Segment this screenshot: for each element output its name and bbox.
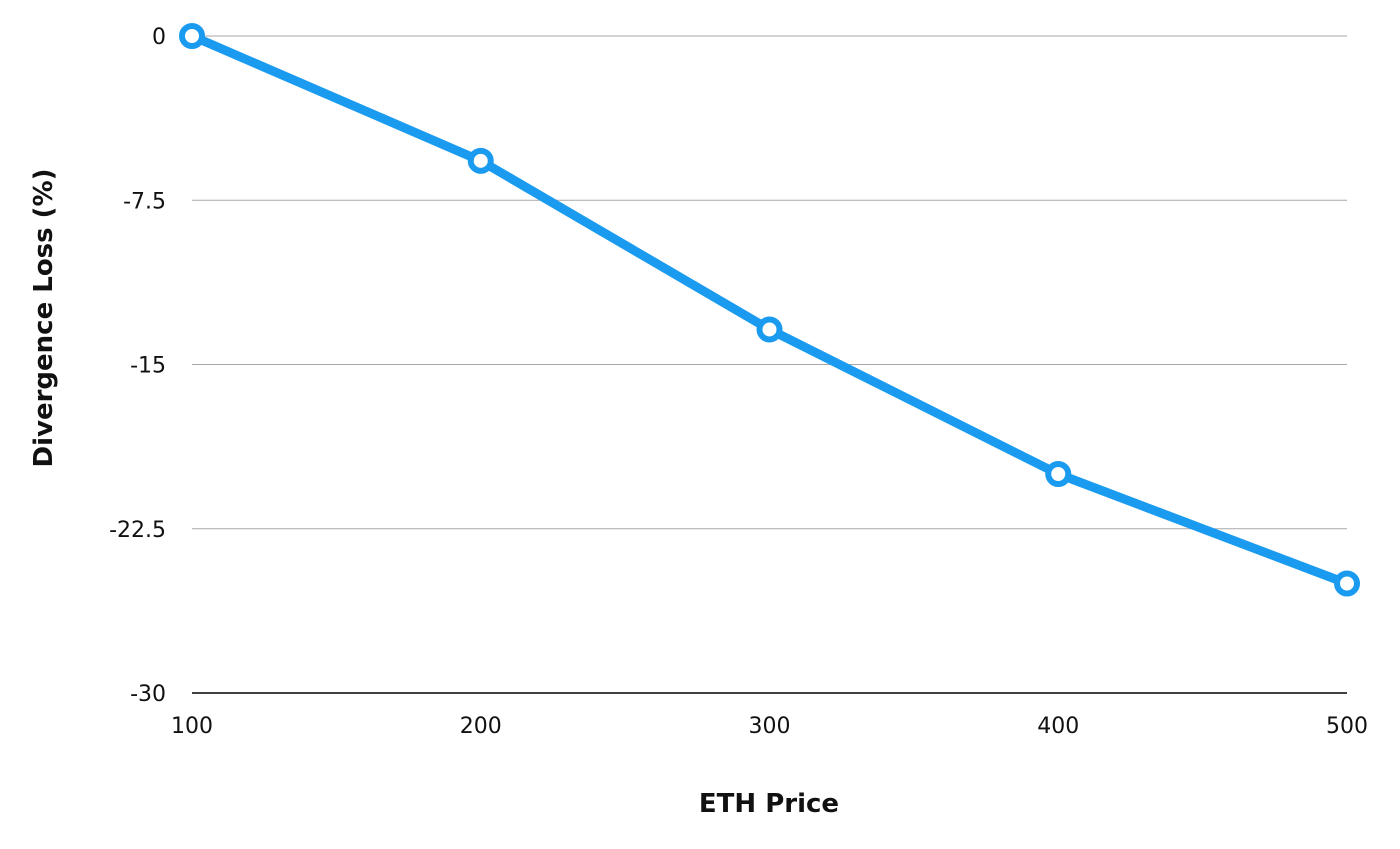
y-tick-label: 0 (152, 25, 166, 50)
x-tick-label: 400 (1037, 714, 1079, 739)
x-axis-ticks: 100 200 300 400 500 (171, 714, 1368, 739)
y-axis-ticks: 0 -7.5 -15 -22.5 -30 (109, 25, 166, 707)
series (179, 23, 1360, 597)
data-point (467, 147, 494, 174)
x-axis-title: ETH Price (699, 789, 839, 819)
data-point (179, 23, 205, 49)
y-tick-label: -30 (130, 682, 166, 707)
x-tick-label: 500 (1326, 714, 1368, 739)
y-tick-label: -7.5 (123, 189, 166, 214)
y-tick-label: -15 (130, 354, 166, 379)
gridlines (192, 35, 1347, 694)
data-point (1334, 570, 1360, 597)
data-point (756, 316, 783, 343)
y-tick-label: -22.5 (109, 518, 166, 543)
x-tick-label: 100 (171, 714, 213, 739)
y-axis-title: Divergence Loss (%) (29, 169, 59, 468)
x-tick-label: 300 (749, 714, 791, 739)
series-line (187, 31, 1352, 588)
x-tick-label: 200 (460, 714, 502, 739)
data-point (1045, 461, 1072, 487)
